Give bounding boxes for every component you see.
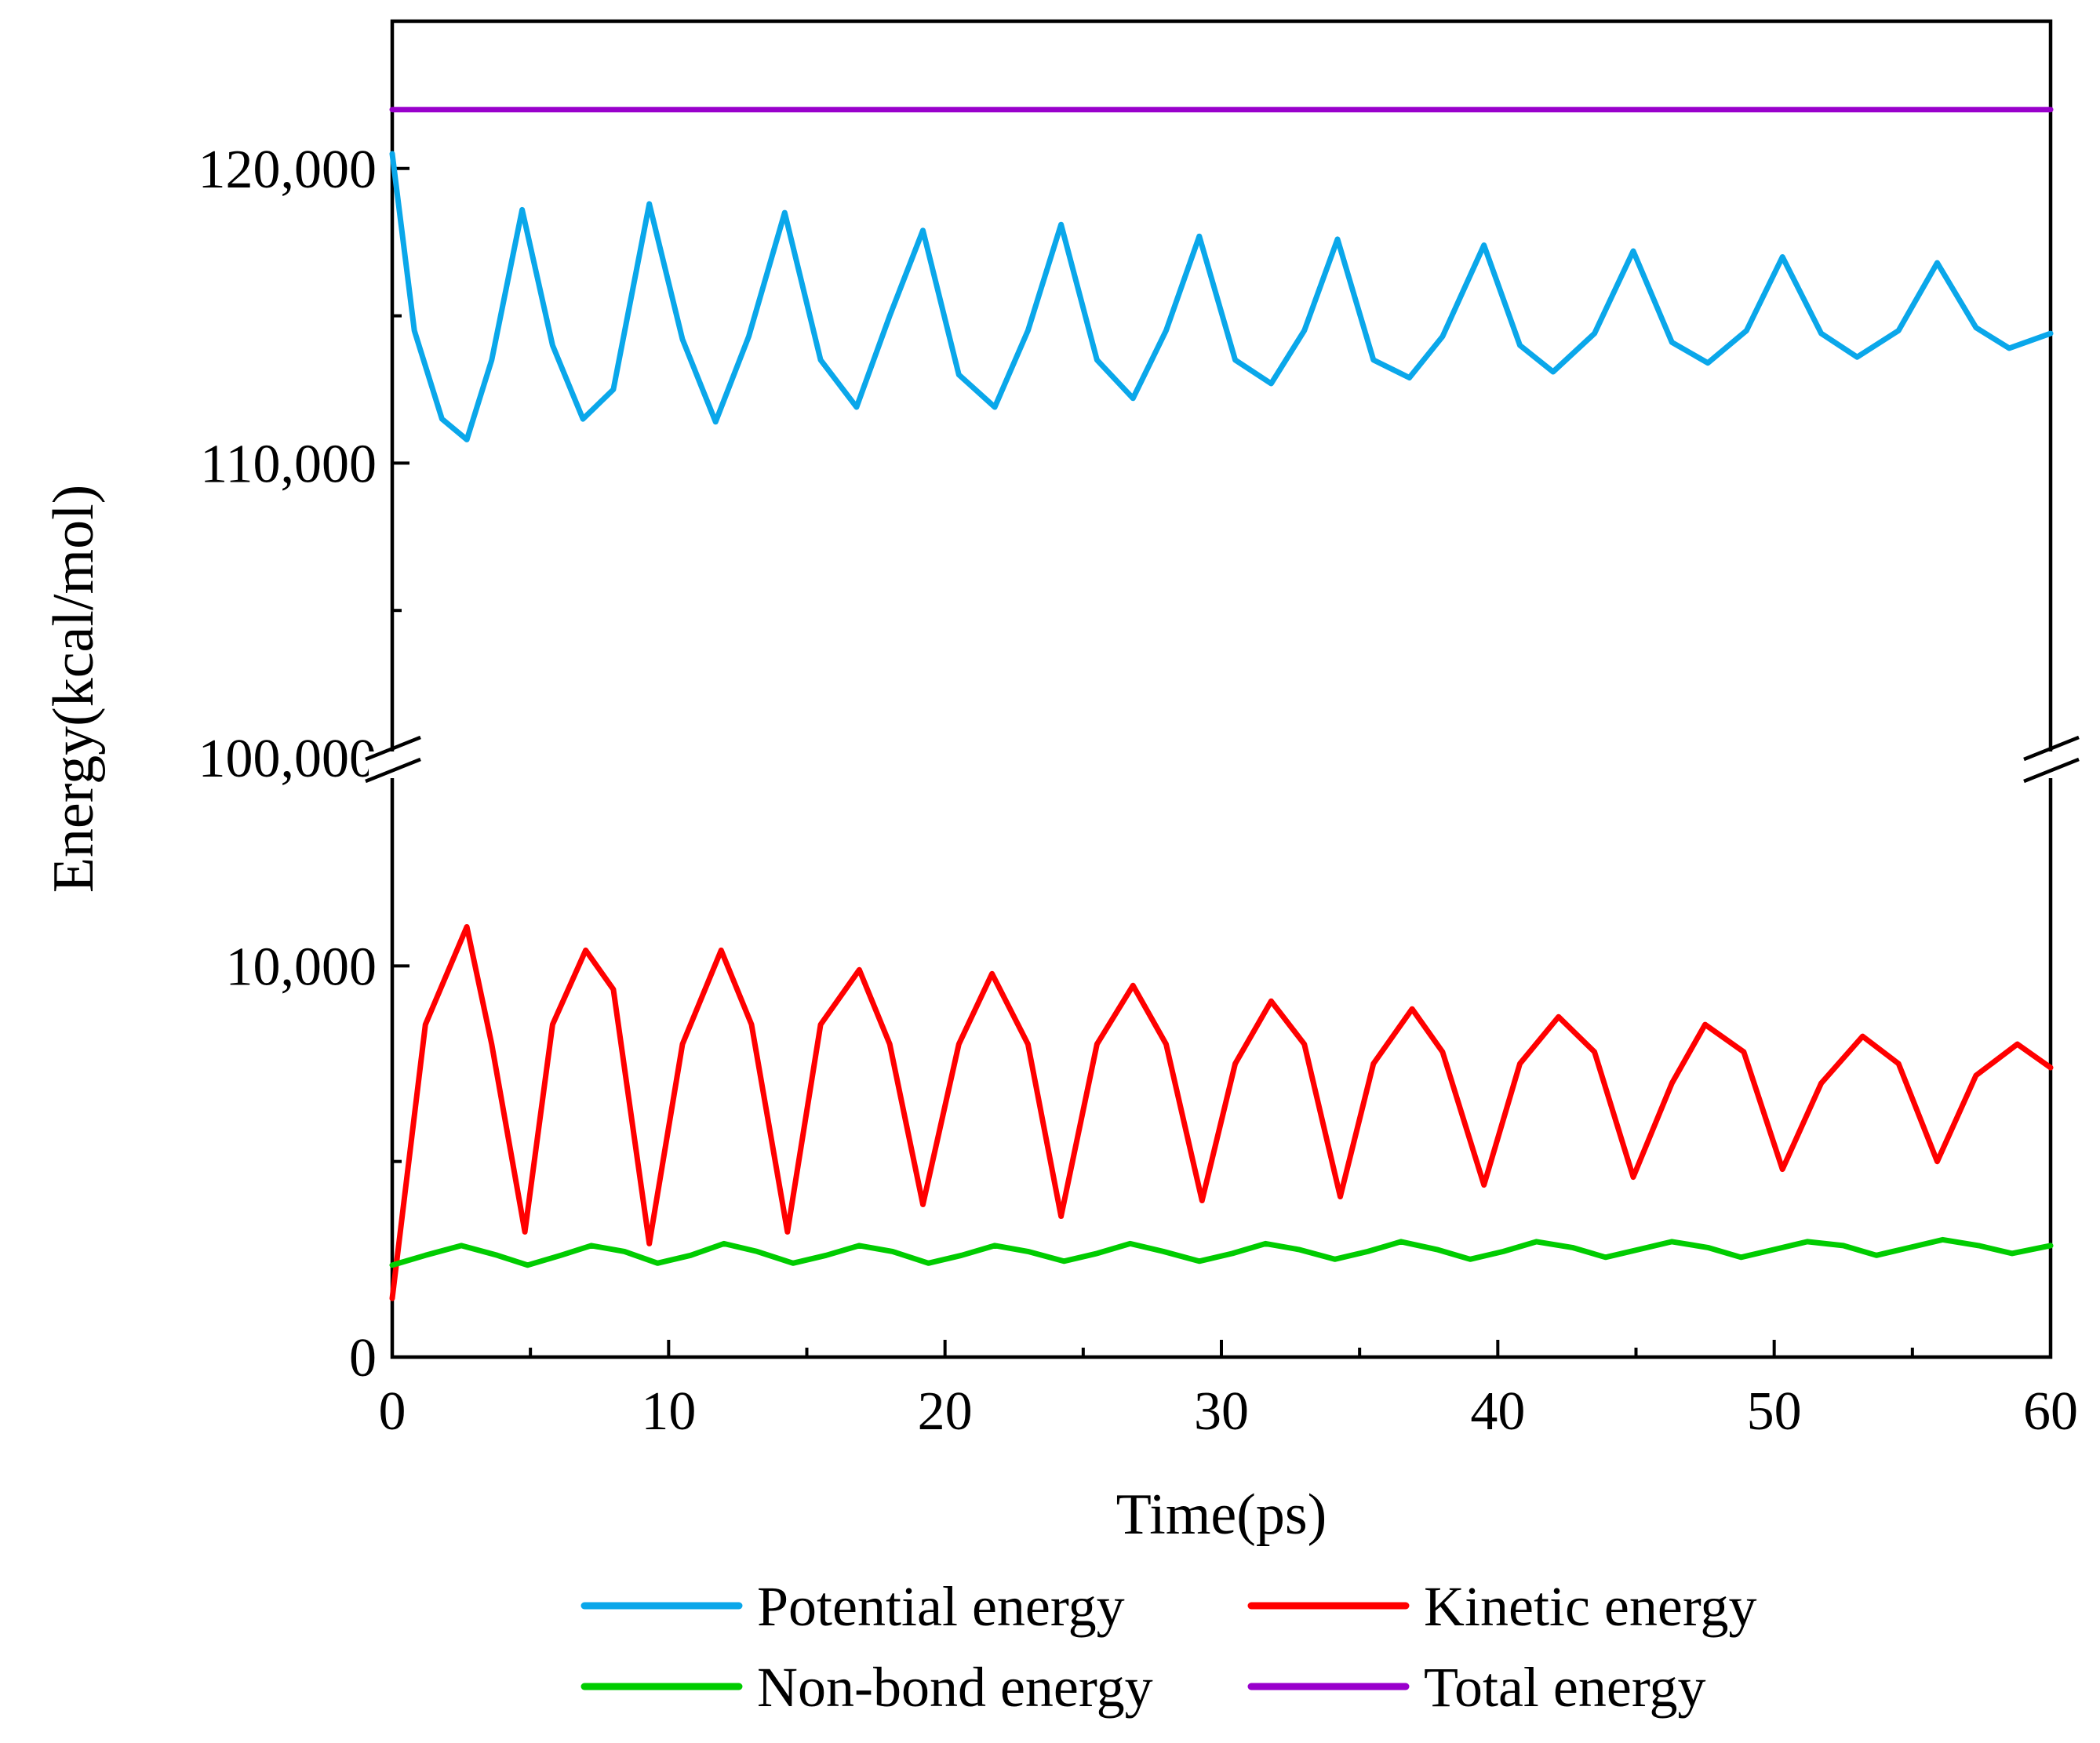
legend: Potential energy Kinetic energy Non-bond… [581,1575,1757,1719]
x-tick-label-6: 60 [2023,1381,2078,1442]
legend-label-total: Total energy [1424,1656,1706,1719]
y-tick-label-1: 10,000 [226,937,377,997]
axis-ticks [391,166,2052,1359]
x-tick-label-2: 20 [918,1381,973,1442]
y-axis-label: Energy(kcal/mol) [42,485,106,893]
x-tick-label-1: 10 [641,1381,696,1442]
kinetic-energy-line [389,924,2054,1301]
non-bond-energy-line [389,1236,2054,1268]
x-tick-label-0: 0 [379,1381,406,1442]
legend-label-potential: Potential energy [757,1575,1125,1638]
plot-frame [390,19,2053,1359]
legend-label-kinetic: Kinetic energy [1424,1575,1757,1638]
x-tick-label-5: 50 [1747,1381,1802,1442]
x-axis-label: Time(ps) [1116,1483,1327,1547]
axis-break-mark-left-1 [365,735,421,762]
axis-break-mark-right-1 [2023,735,2080,762]
axis-break-mark-left-2 [365,757,421,784]
x-tick-label-3: 30 [1194,1381,1249,1442]
axis-break [365,735,2080,784]
y-tick-label-2: 100,000 [198,729,377,789]
series-lines [389,107,2054,1301]
axis-tick-labels: 0 10 20 30 40 50 60 0 10,000 100,000 110,000 120,00… [198,140,2079,1442]
x-tick-label-4: 40 [1470,1381,1525,1442]
y-tick-label-3: 110,000 [200,434,377,494]
y-tick-label-4: 120,000 [198,140,377,200]
y-tick-label-0: 0 [349,1328,377,1388]
potential-energy-line [389,151,2054,442]
legend-label-non-bond: Non-bond energy [757,1656,1153,1719]
axis-break-mark-right-2 [2023,757,2080,784]
